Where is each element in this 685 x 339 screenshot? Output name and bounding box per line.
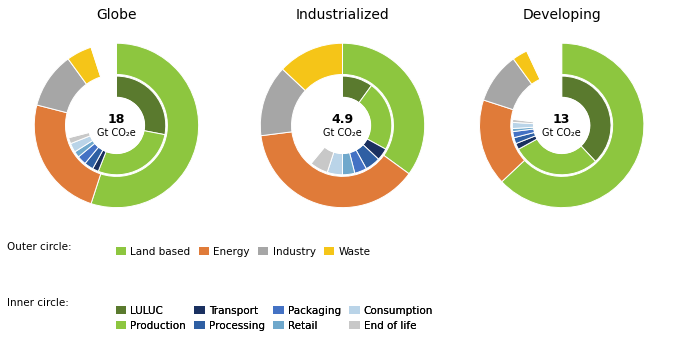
Wedge shape [260,69,306,136]
Wedge shape [79,143,99,163]
Wedge shape [519,139,595,175]
Text: Gt CO₂e: Gt CO₂e [543,128,581,138]
Wedge shape [512,127,534,132]
Legend: LULUC, Production, Transport, Processing, Packaging, Retail, Consumption, End of: LULUC, Production, Transport, Processing… [112,301,437,335]
Text: 18: 18 [108,113,125,126]
Wedge shape [85,147,103,168]
Wedge shape [37,59,86,113]
Wedge shape [68,47,101,84]
Wedge shape [342,153,355,175]
Wedge shape [516,136,537,149]
Wedge shape [479,100,525,182]
Text: Outer circle:: Outer circle: [7,242,71,252]
Text: Gt CO₂e: Gt CO₂e [323,128,362,138]
Wedge shape [116,76,166,135]
Wedge shape [261,132,409,207]
Wedge shape [342,76,371,103]
Wedge shape [34,105,101,204]
Wedge shape [513,51,540,84]
Wedge shape [75,140,95,157]
Circle shape [88,98,145,153]
Wedge shape [311,147,334,172]
Wedge shape [484,59,532,110]
Wedge shape [92,150,106,171]
Wedge shape [327,152,342,175]
Text: Gt CO₂e: Gt CO₂e [97,128,136,138]
Wedge shape [502,43,644,207]
Wedge shape [71,136,93,152]
Wedge shape [91,43,199,207]
Circle shape [534,98,590,153]
Wedge shape [283,43,342,91]
Text: 13: 13 [553,113,571,126]
Wedge shape [359,85,392,149]
Circle shape [314,98,371,153]
Wedge shape [513,129,534,138]
Wedge shape [68,133,90,144]
Title: Developing: Developing [523,7,601,21]
Wedge shape [512,122,534,128]
Title: Globe: Globe [96,7,137,21]
Wedge shape [342,43,425,174]
Text: Inner circle:: Inner circle: [7,298,68,308]
Text: 4.9: 4.9 [332,113,353,126]
Title: Industrialized: Industrialized [296,7,389,21]
Wedge shape [363,139,386,159]
Wedge shape [512,119,534,124]
Wedge shape [98,131,165,175]
Wedge shape [349,150,366,173]
Wedge shape [356,144,378,168]
Wedge shape [514,133,536,144]
Wedge shape [562,76,611,161]
